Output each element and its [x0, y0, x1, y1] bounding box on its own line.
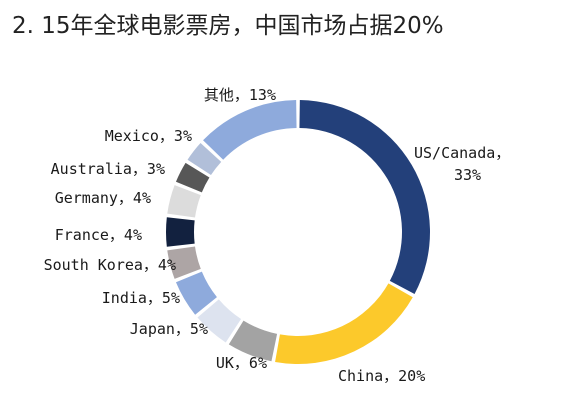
slice-label: China，20%: [338, 367, 425, 385]
slice-label: India，5%: [102, 289, 180, 307]
slice-label: 其他，13%: [204, 86, 276, 104]
slice-south-korea: [167, 246, 201, 279]
slice-mexico: [187, 142, 222, 176]
slice-germany: [167, 185, 201, 218]
slice-australia: [175, 162, 210, 193]
slice-other: [203, 100, 297, 160]
chart-title: 2. 15年全球电影票房，中国市场占据20%: [12, 13, 444, 39]
slice-label: Germany，4%: [55, 189, 151, 207]
slice-label: Australia，3%: [51, 160, 165, 178]
slice-label: South Korea，4%: [44, 256, 176, 274]
slice-label: France，4%: [55, 226, 142, 244]
slice-china: [275, 283, 413, 364]
slice-label: US/Canada， 33%: [414, 144, 510, 184]
slice-label: Mexico，3%: [105, 127, 192, 145]
slice-uk: [228, 320, 278, 362]
slice-us-canada: [299, 100, 430, 294]
slice-france: [165, 217, 195, 247]
slice-india: [175, 271, 217, 315]
slice-japan: [197, 299, 242, 343]
slice-label: Japan，5%: [130, 320, 208, 338]
slice-label: UK，6%: [216, 354, 267, 372]
